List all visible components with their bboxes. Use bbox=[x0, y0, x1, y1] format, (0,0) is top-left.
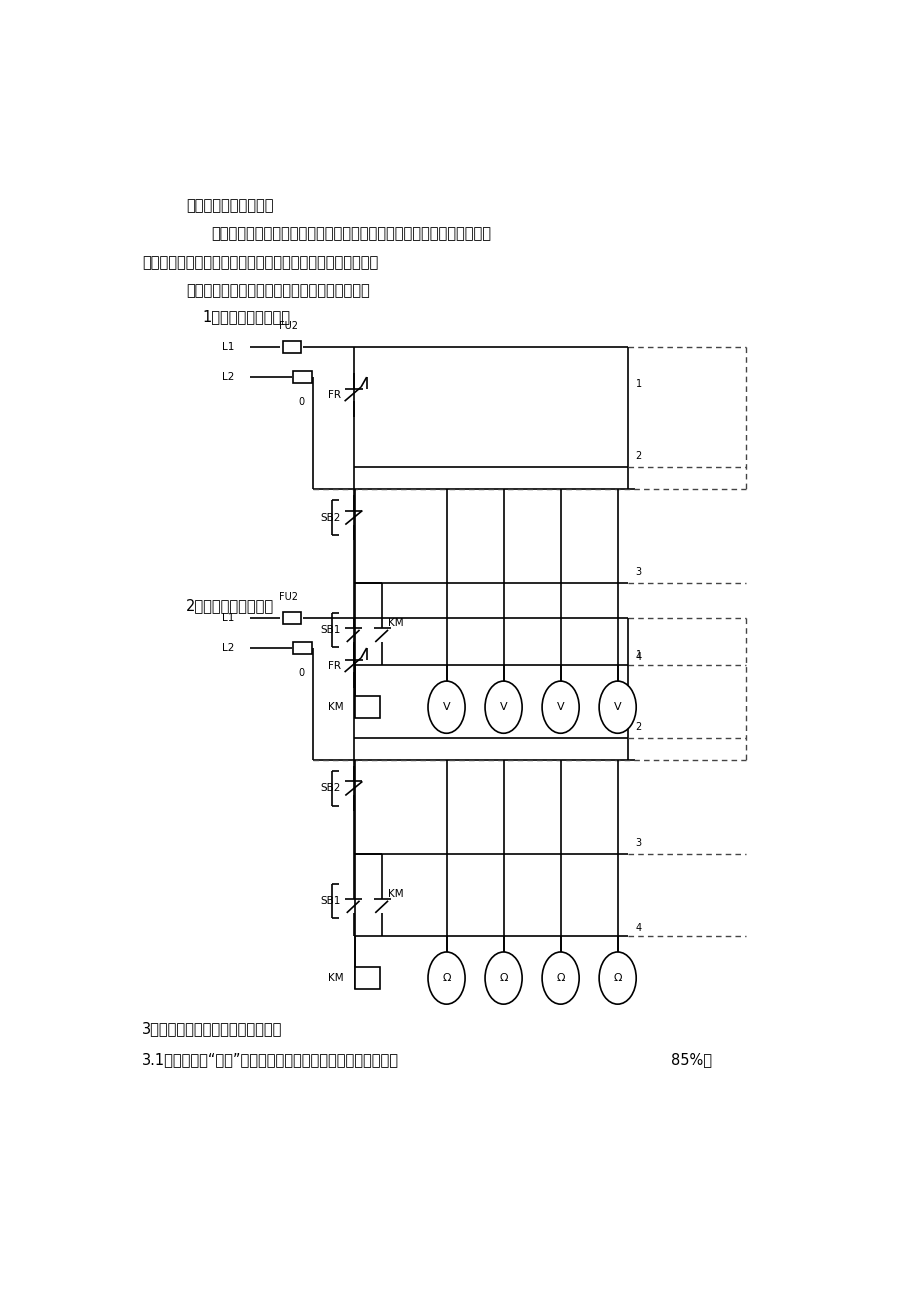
Bar bbox=[282, 341, 301, 353]
Text: 测量法是利用电工工具和仪表（如测电笔、万用表、钳形电流表、兆欧表: 测量法是利用电工工具和仪表（如测电笔、万用表、钳形电流表、兆欧表 bbox=[211, 227, 491, 241]
Bar bbox=[282, 612, 301, 624]
Text: 3.1欠压保护：“欠压”是指线路供电电压低于电动机额定电压的: 3.1欠压保护：“欠压”是指线路供电电压低于电动机额定电压的 bbox=[142, 1053, 399, 1067]
Text: 2: 2 bbox=[635, 451, 641, 461]
Circle shape bbox=[484, 681, 522, 734]
Circle shape bbox=[427, 681, 465, 734]
Text: Ω: Ω bbox=[613, 973, 621, 982]
Text: L2: L2 bbox=[222, 373, 234, 382]
Bar bbox=[293, 371, 312, 383]
Text: SB1: SB1 bbox=[321, 896, 341, 906]
Text: SB1: SB1 bbox=[321, 625, 341, 635]
Text: 4: 4 bbox=[635, 923, 641, 933]
Text: Ω: Ω bbox=[499, 973, 507, 982]
Text: 等）对线路进行带电或断电测量，是查找故障点的有效方法。: 等）对线路进行带电或断电测量，是查找故障点的有效方法。 bbox=[142, 254, 378, 270]
Text: V: V bbox=[442, 702, 450, 713]
Text: 85%电: 85%电 bbox=[671, 1053, 711, 1067]
Text: KM: KM bbox=[327, 973, 343, 982]
Text: 0: 0 bbox=[298, 397, 304, 407]
Text: KM: KM bbox=[327, 702, 343, 713]
Text: FU2: FU2 bbox=[278, 592, 298, 602]
Text: FU2: FU2 bbox=[278, 321, 298, 331]
Text: 2: 2 bbox=[635, 722, 641, 732]
Text: SB2: SB2 bbox=[321, 512, 341, 523]
Text: 2）电阻分阶测量法：: 2）电阻分阶测量法： bbox=[186, 598, 274, 612]
Text: V: V bbox=[556, 702, 564, 713]
Bar bbox=[355, 696, 380, 718]
Text: 0: 0 bbox=[298, 668, 304, 678]
Text: SB2: SB2 bbox=[321, 783, 341, 794]
Text: KM: KM bbox=[388, 889, 403, 899]
Text: 1: 1 bbox=[635, 650, 641, 661]
Text: V: V bbox=[613, 702, 621, 713]
Text: V: V bbox=[499, 702, 507, 713]
Text: L1: L1 bbox=[222, 612, 234, 623]
Text: Ω: Ω bbox=[442, 973, 450, 982]
Text: 3: 3 bbox=[635, 838, 641, 848]
Text: 4: 4 bbox=[635, 652, 641, 662]
Text: 用测量法确定故障点。: 用测量法确定故障点。 bbox=[186, 198, 274, 214]
Text: 1）电压分阶测量法：: 1）电压分阶测量法： bbox=[202, 309, 289, 324]
Circle shape bbox=[541, 952, 579, 1005]
Text: L2: L2 bbox=[222, 642, 234, 653]
Text: L1: L1 bbox=[222, 341, 234, 352]
Text: FR: FR bbox=[328, 661, 341, 671]
Text: 测量方法像台阶一样依次测量，叫分阶测量法。: 测量方法像台阶一样依次测量，叫分阶测量法。 bbox=[186, 283, 369, 298]
Text: KM: KM bbox=[388, 618, 403, 628]
Circle shape bbox=[598, 952, 636, 1005]
Circle shape bbox=[598, 681, 636, 734]
Text: 3: 3 bbox=[635, 567, 641, 577]
Text: FR: FR bbox=[328, 390, 341, 400]
Circle shape bbox=[541, 681, 579, 734]
Text: 1: 1 bbox=[635, 379, 641, 390]
Circle shape bbox=[427, 952, 465, 1005]
Text: Ω: Ω bbox=[556, 973, 564, 982]
Bar bbox=[293, 642, 312, 654]
Circle shape bbox=[484, 952, 522, 1005]
Bar bbox=[355, 967, 380, 989]
Text: 3、欠压保护、失压保护和过载保护: 3、欠压保护、失压保护和过载保护 bbox=[142, 1022, 282, 1036]
